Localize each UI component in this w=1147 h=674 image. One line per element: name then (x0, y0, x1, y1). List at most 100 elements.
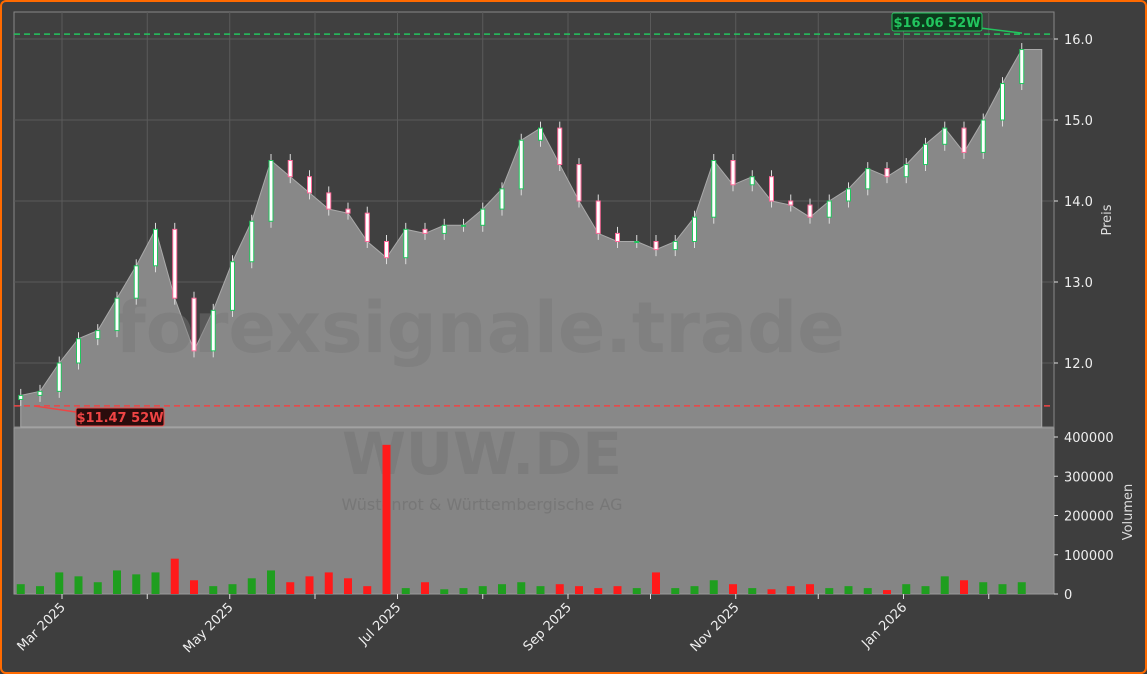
volume-bar (940, 576, 949, 594)
volume-bar (748, 588, 757, 594)
volume-bar (74, 576, 83, 594)
candle-body (461, 224, 466, 227)
candle-body (884, 168, 890, 178)
volume-bar (960, 580, 968, 594)
volume-bar (844, 586, 853, 594)
volume-tick-label: 200000 (1064, 510, 1114, 525)
volume-bar (786, 586, 795, 594)
candle-body (846, 188, 851, 202)
high-52w-label: $16.06 52W (893, 16, 980, 31)
volume-panel (13, 427, 1055, 595)
price-tick-label: 14.0 (1064, 195, 1093, 210)
candle-body (615, 232, 620, 242)
candle-body (364, 212, 370, 242)
candle-body (18, 394, 24, 400)
watermark-price: forexsignale.trade (115, 287, 844, 369)
candle-body (1000, 83, 1005, 121)
price-tick-label: 15.0 (1064, 114, 1093, 129)
price-tick-label: 13.0 (1064, 276, 1093, 291)
candle-body (653, 241, 659, 251)
volume-bar (401, 588, 410, 594)
candle-body (595, 200, 601, 234)
candle-body (56, 362, 62, 392)
volume-bar (613, 586, 622, 594)
volume-bar (132, 574, 141, 594)
volume-bar (902, 584, 911, 594)
candle-body (865, 168, 871, 190)
low-52w-arrow (33, 405, 77, 413)
candle-body (788, 200, 794, 206)
candle-body (326, 192, 332, 210)
volume-bar (806, 584, 814, 594)
volume-bar (671, 588, 680, 594)
volume-bar (421, 582, 429, 594)
x-tick-label: Nov 2025 (688, 600, 743, 655)
x-tick-label: Jul 2025 (356, 600, 405, 649)
candle-body (826, 200, 832, 218)
low-52w-label: $11.47 52W (76, 411, 163, 426)
volume-bar (267, 570, 275, 594)
volume-bar (209, 586, 218, 594)
candle-body (268, 160, 274, 222)
x-tick-label: Sep 2025 (521, 600, 575, 654)
volume-bar (170, 558, 179, 594)
volume-tick-label: 100000 (1064, 549, 1114, 564)
volume-bar (555, 584, 564, 594)
candle-body (37, 390, 43, 396)
candle-body (980, 119, 986, 153)
price-tick-label: 12.0 (1064, 357, 1093, 372)
volume-bar (767, 589, 776, 594)
candle-body (307, 176, 312, 194)
x-tick-label: May 2025 (181, 600, 237, 656)
volume-bar (517, 582, 526, 594)
candle-body (287, 160, 293, 178)
volume-bar (324, 572, 333, 594)
candle-body (441, 224, 447, 234)
volume-bar (921, 586, 930, 594)
candle-body (807, 204, 813, 218)
candle-body (1019, 49, 1025, 85)
candle-body (172, 228, 178, 299)
high-52w-badge (891, 12, 983, 32)
x-tick-label: Jan 2026 (859, 600, 911, 652)
candle-body (942, 127, 948, 145)
candle-body (903, 164, 909, 178)
candle-body (672, 241, 678, 251)
volume-bar (594, 588, 603, 594)
candle-body (422, 228, 428, 234)
volume-bar (36, 586, 44, 594)
candle-body (480, 208, 486, 226)
candle-body (345, 208, 351, 214)
candle-body (133, 265, 139, 299)
candle-body (499, 188, 505, 210)
volume-bar (729, 584, 737, 594)
volume-tick-label: 400000 (1064, 431, 1114, 446)
volume-bar (863, 588, 872, 594)
x-tick-label: Mar 2025 (15, 600, 69, 654)
volume-bar (536, 586, 545, 594)
volume-bar (151, 572, 160, 594)
watermark-company: Wüstenrot & Württembergische AG (341, 495, 622, 514)
volume-bar (286, 582, 295, 594)
volume-bar (440, 589, 449, 594)
price-axis-label: Preis (1100, 204, 1115, 235)
candle-body (538, 127, 543, 141)
candle-body (153, 228, 158, 267)
candle-body (191, 297, 197, 352)
volume-bar (709, 580, 718, 594)
volume-bar (93, 582, 102, 594)
candle-body (230, 261, 235, 311)
candle-body (384, 241, 389, 259)
volume-bar (113, 570, 121, 594)
candle-body (769, 176, 774, 202)
volume-bar (305, 576, 314, 594)
candle-body (749, 176, 755, 186)
volume-bar (344, 578, 352, 594)
candle-body (557, 127, 563, 166)
candle-body (518, 139, 524, 190)
candle-body (249, 220, 255, 263)
volume-axis-label: Volumen (1121, 484, 1136, 541)
candle-body (114, 297, 120, 332)
volume-bar (459, 588, 468, 594)
